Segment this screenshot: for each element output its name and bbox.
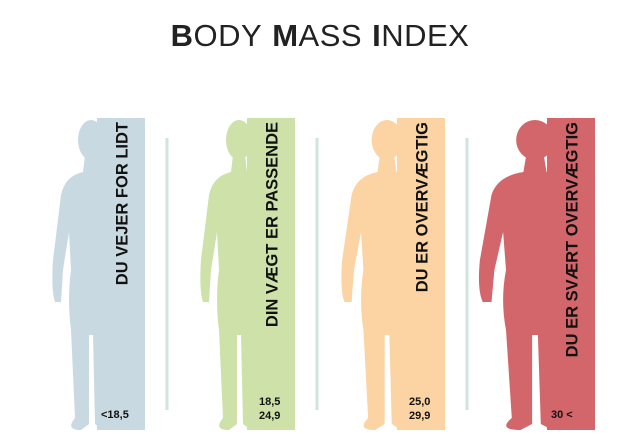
title: BODY MASS INDEX <box>0 18 640 54</box>
title-word: INDEX <box>372 18 470 53</box>
bmi-range: 25,0 <box>409 396 430 408</box>
bar <box>547 118 595 430</box>
panel-label: DU ER OVERVÆGTIG <box>413 122 431 292</box>
bar <box>247 118 295 430</box>
panel-label: DU VEJER FOR LIDT <box>113 122 131 285</box>
panel-label: DIN VÆGT ER PASSENDE <box>263 122 281 327</box>
bmi-range: 24,9 <box>259 410 280 422</box>
panel: DU ER OVERVÆGTIG 25,0 29,9 <box>341 118 445 430</box>
panel-label: DU ER SVÆRT OVERVÆGTIG <box>563 122 581 357</box>
bar <box>97 118 145 430</box>
bmi-range: 18,5 <box>259 396 280 408</box>
bmi-range: 29,9 <box>409 410 430 422</box>
title-word: BODY <box>170 18 263 53</box>
panel: DIN VÆGT ER PASSENDE 18,5 24,9 <box>200 118 295 430</box>
bar <box>397 118 445 430</box>
bmi-range: 30 < <box>551 409 573 421</box>
panel: DU ER SVÆRT OVERVÆGTIG 30 < <box>478 118 595 430</box>
bmi-range: <18,5 <box>101 409 129 421</box>
panel: DU VEJER FOR LIDT <18,5 <box>52 118 145 430</box>
title-word: MASS <box>272 18 363 53</box>
